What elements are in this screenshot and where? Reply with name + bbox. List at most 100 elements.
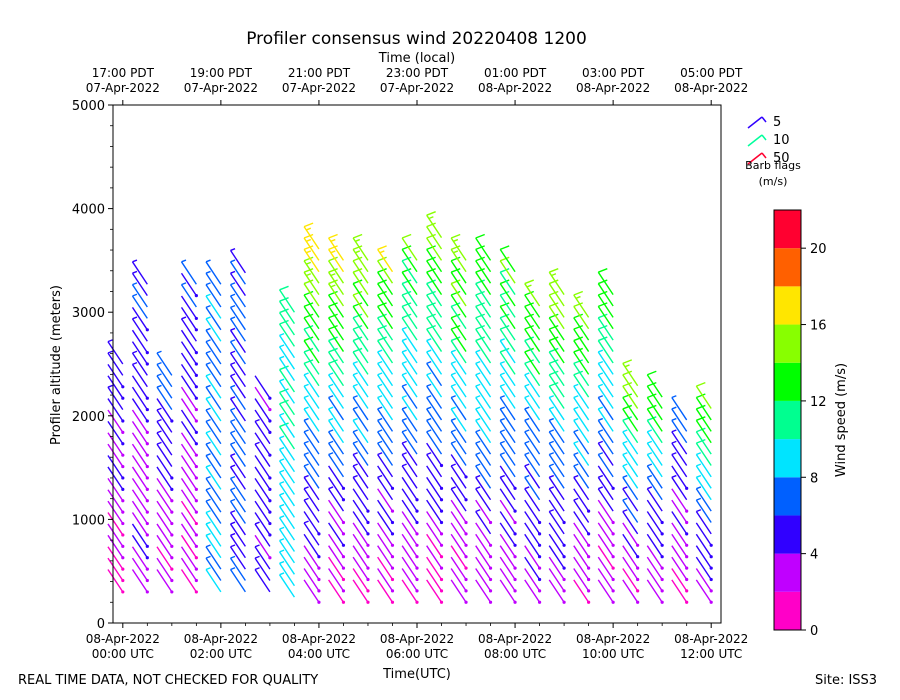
barb-shaft bbox=[524, 465, 541, 489]
barb-flag bbox=[524, 474, 530, 478]
wind-barb bbox=[107, 546, 125, 571]
barb-calm bbox=[341, 543, 346, 547]
barb-shaft bbox=[328, 488, 345, 512]
barb-calm bbox=[636, 577, 640, 582]
wind-barb bbox=[622, 579, 640, 604]
barb-shaft bbox=[205, 466, 222, 490]
barb-shaft bbox=[426, 545, 443, 569]
wind-barb bbox=[450, 463, 467, 489]
barb-flag bbox=[156, 430, 162, 434]
barb-flag bbox=[548, 290, 559, 296]
barb-flag bbox=[230, 532, 236, 536]
barb-shaft bbox=[450, 328, 467, 352]
barb-shaft bbox=[401, 522, 418, 546]
barb-flag bbox=[132, 293, 138, 297]
barb-flag bbox=[377, 395, 383, 399]
barb-shaft bbox=[548, 397, 565, 421]
barb-calm bbox=[660, 520, 664, 525]
barb-shaft bbox=[450, 533, 467, 558]
barb-flag bbox=[303, 336, 314, 342]
wind-barb bbox=[597, 325, 614, 352]
barb-flag bbox=[303, 347, 314, 353]
barb-flag bbox=[205, 430, 211, 434]
barb-flag bbox=[499, 290, 510, 296]
wind-barb bbox=[597, 499, 615, 525]
barb-shaft bbox=[205, 420, 222, 445]
barb-calm bbox=[366, 509, 370, 513]
barb-shaft bbox=[401, 328, 418, 352]
barb-shaft bbox=[573, 568, 590, 592]
barb-flag bbox=[499, 474, 505, 478]
barb-calm bbox=[170, 499, 174, 503]
barb-shaft bbox=[156, 557, 173, 581]
barb-shaft bbox=[475, 511, 492, 535]
wind-barb bbox=[303, 568, 321, 593]
barb-shaft bbox=[597, 294, 614, 318]
barb-calm bbox=[268, 396, 272, 400]
barb-shaft bbox=[524, 499, 541, 523]
x-top-tick-label-date: 08-Apr-2022 bbox=[478, 81, 552, 95]
barb-shaft bbox=[156, 534, 173, 559]
wind-barb bbox=[622, 474, 639, 501]
barb-calm bbox=[488, 520, 493, 525]
wind-barb bbox=[597, 279, 614, 307]
wind-barb bbox=[377, 383, 394, 409]
barb-shaft bbox=[646, 408, 663, 432]
wind-barb bbox=[156, 466, 174, 491]
barb-calm bbox=[121, 385, 125, 389]
barb-shaft bbox=[524, 488, 541, 512]
wind-barb bbox=[450, 279, 467, 307]
wind-barb bbox=[646, 579, 664, 604]
barb-flag bbox=[598, 486, 604, 490]
barb-calm bbox=[390, 543, 395, 547]
barb-flag bbox=[401, 360, 407, 364]
wind-barb bbox=[475, 463, 492, 489]
wind-barb bbox=[573, 556, 591, 582]
wind-barb bbox=[450, 417, 467, 444]
barb-calm bbox=[709, 589, 713, 593]
barb-shaft bbox=[475, 454, 492, 478]
barb-flag bbox=[622, 463, 628, 467]
barb-calm bbox=[341, 486, 346, 490]
barb-flag bbox=[524, 452, 530, 456]
barb-calm bbox=[415, 509, 419, 513]
barb-shaft bbox=[671, 397, 688, 421]
wind-barb bbox=[475, 417, 492, 444]
barb-calm bbox=[390, 532, 395, 536]
barb-calm bbox=[685, 543, 689, 547]
barb-flag bbox=[622, 393, 633, 399]
wind-barb bbox=[131, 523, 149, 548]
barb-flag bbox=[401, 395, 407, 399]
wind-barb bbox=[352, 360, 369, 387]
barb-shaft bbox=[597, 454, 614, 478]
barb-shaft bbox=[229, 500, 246, 524]
wind-barb bbox=[426, 338, 443, 364]
barb-flag bbox=[205, 259, 211, 263]
barb-shaft bbox=[303, 431, 320, 455]
barb-shaft bbox=[205, 455, 222, 479]
barb-calm bbox=[194, 590, 198, 594]
barb-shaft bbox=[180, 261, 197, 285]
legend-barb-icon bbox=[747, 152, 763, 165]
barb-shaft bbox=[229, 557, 246, 581]
barb-shaft bbox=[695, 442, 712, 466]
barb-shaft bbox=[426, 454, 443, 478]
barb-shaft bbox=[622, 442, 639, 466]
barb-shaft bbox=[377, 408, 394, 432]
x-top-tick-label-time: 05:00 PDT bbox=[680, 66, 743, 80]
barb-shaft bbox=[205, 386, 222, 410]
barb-shaft bbox=[646, 431, 663, 455]
barb-shaft bbox=[377, 397, 394, 421]
wind-barb bbox=[499, 579, 517, 604]
barb-calm bbox=[145, 442, 149, 446]
barb-shaft bbox=[524, 568, 541, 592]
barb-flag bbox=[377, 452, 383, 456]
wind-barb bbox=[695, 556, 713, 582]
barb-flag bbox=[205, 475, 211, 479]
wind-barb bbox=[107, 398, 125, 423]
wind-barb bbox=[450, 511, 468, 536]
barb-shaft bbox=[352, 385, 369, 409]
x-top-tick-label-date: 07-Apr-2022 bbox=[184, 81, 258, 95]
wind-barb bbox=[107, 350, 124, 376]
wind-barb bbox=[401, 476, 419, 502]
